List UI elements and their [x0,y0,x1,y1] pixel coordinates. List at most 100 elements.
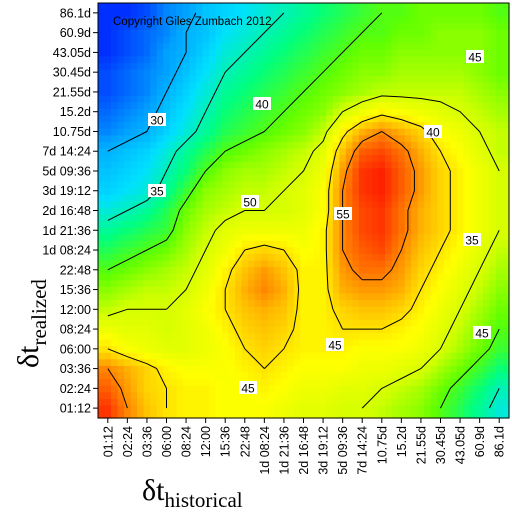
heatmap-cell [358,200,367,208]
heatmap-cell [274,29,282,37]
heatmap-cell [450,259,458,268]
heatmap-cell [417,121,425,129]
heatmap-cell [150,246,158,254]
heatmap-cell [450,9,458,17]
heatmap-cell [326,319,334,327]
heatmap-cell [254,187,262,195]
heatmap-cell [358,358,367,366]
heatmap-cell [306,411,314,419]
heatmap-cell [424,266,432,274]
heatmap-cell [469,286,477,294]
heatmap-cell [130,114,138,123]
heatmap-cell [150,273,158,281]
heatmap-cell [313,101,321,109]
heatmap-cell [235,128,243,136]
heatmap-cell [169,141,177,149]
heatmap-cell [215,312,223,320]
contour-label: 45 [473,326,491,341]
heatmap-cell [456,365,464,373]
heatmap-cell [443,29,451,37]
heatmap-cell [202,29,210,37]
heatmap-cell [117,187,125,195]
heatmap-cell [241,398,249,406]
heatmap-cell [430,253,438,261]
heatmap-cell [228,167,236,175]
heatmap-cell [345,141,354,149]
heatmap-cell [365,233,373,241]
heatmap-cell [437,82,445,90]
heatmap-cell [124,180,132,189]
heatmap-cell [274,88,282,96]
heatmap-cell [215,233,223,241]
heatmap-cell [169,411,177,419]
heatmap-cell [319,385,327,393]
heatmap-cell [352,253,360,261]
heatmap-cell [437,385,445,393]
heatmap-cell [489,345,497,353]
heatmap-cell [489,187,497,195]
heatmap-cell [365,75,373,83]
heatmap-cell [482,128,491,136]
heatmap-cell [261,226,269,235]
heatmap-cell [169,286,177,294]
heatmap-cell [404,29,412,37]
heatmap-cell [117,128,125,136]
heatmap-cell [430,141,438,149]
heatmap-cell [424,319,432,327]
heatmap-cell [430,134,438,142]
heatmap-cell [235,22,243,30]
heatmap-cell [254,385,262,393]
heatmap-cell [398,213,406,221]
heatmap-cell [169,35,177,44]
heatmap-cell [137,233,145,241]
heatmap-cell [424,279,432,287]
heatmap-cell [456,352,464,360]
heatmap-cell [169,128,177,136]
heatmap-cell [417,207,425,215]
x-tick-label: 01:12 [101,426,115,457]
heatmap-cell [293,246,301,254]
heatmap-cell [404,338,412,347]
heatmap-cell [195,42,203,50]
heatmap-cell [489,365,497,373]
heatmap-cell [176,273,184,281]
heatmap-cell [111,371,119,380]
heatmap-cell [163,273,171,281]
heatmap-cell [169,292,177,301]
heatmap-cell [424,259,432,268]
heatmap-cell [124,16,132,24]
heatmap-cell [267,88,275,96]
heatmap-cell [163,55,171,63]
heatmap-cell [300,259,308,268]
heatmap-cell [326,49,334,57]
heatmap-cell [221,411,230,419]
heatmap-cell [287,108,295,116]
heatmap-cell [228,385,236,393]
heatmap-cell [365,128,373,136]
heatmap-cell [182,253,190,261]
heatmap-cell [169,114,177,123]
heatmap-cell [430,180,438,189]
heatmap-cell [319,180,327,189]
heatmap-cell [417,279,425,287]
heatmap-cell [404,299,412,307]
heatmap-cell [443,108,451,116]
heatmap-cell [313,174,321,182]
heatmap-cell [202,200,210,208]
heatmap-cell [352,233,360,241]
heatmap-cell [143,207,151,215]
heatmap-cell [358,3,367,11]
heatmap-cell [228,101,236,109]
heatmap-cell [254,279,262,287]
heatmap-cell [163,68,171,77]
heatmap-cell [443,259,451,268]
heatmap-cell [111,200,119,208]
heatmap-cell [156,273,164,281]
heatmap-cell [176,194,184,202]
heatmap-cell [332,187,340,195]
heatmap-cell [143,82,151,90]
heatmap-cell [104,352,112,360]
heatmap-cell [163,292,171,301]
heatmap-cell [287,306,295,314]
heatmap-cell [450,141,458,149]
